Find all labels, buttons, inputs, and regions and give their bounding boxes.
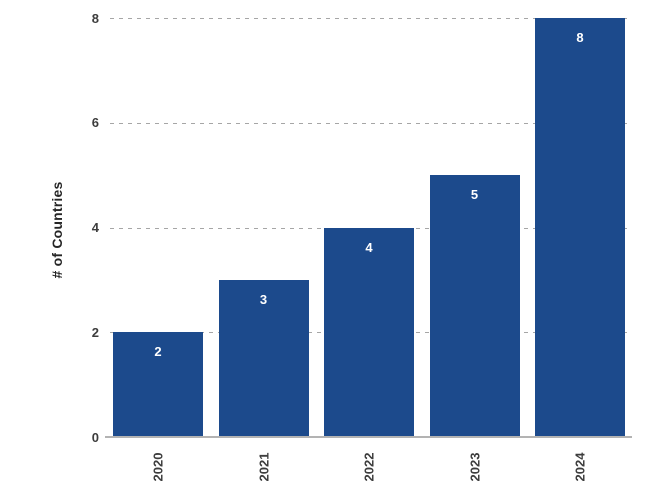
x-tick-label: 2024 xyxy=(572,452,588,482)
bar-value-label: 4 xyxy=(365,239,373,255)
bar-value-label: 5 xyxy=(470,187,479,203)
bar: 8 xyxy=(535,18,625,437)
bar: 2 xyxy=(113,332,203,437)
bars-container: 2 3 4 5 8 xyxy=(110,18,631,437)
y-tick-label: 0 xyxy=(91,429,99,445)
bar: 5 xyxy=(429,175,520,437)
gridline xyxy=(110,18,631,19)
y-tick-label: 4 xyxy=(91,220,99,235)
x-tick-label: 2023 xyxy=(467,452,483,482)
plot-area: 2 3 4 5 8 xyxy=(105,18,632,438)
x-tick-label: 2022 xyxy=(361,452,377,482)
x-axis-line xyxy=(105,436,632,438)
bar: 4 xyxy=(324,227,414,437)
x-tick-label: 2021 xyxy=(256,452,272,482)
bar-value-label: 2 xyxy=(154,344,162,360)
bar-value-label: 8 xyxy=(576,30,584,45)
y-tick-label: 6 xyxy=(91,115,99,131)
gridline xyxy=(110,122,631,124)
y-tick-label: 8 xyxy=(91,10,99,26)
x-tick-label: 2020 xyxy=(150,452,166,482)
bar: 3 xyxy=(218,279,309,437)
y-tick-label: 2 xyxy=(91,324,99,340)
bar-value-label: 3 xyxy=(259,291,268,307)
